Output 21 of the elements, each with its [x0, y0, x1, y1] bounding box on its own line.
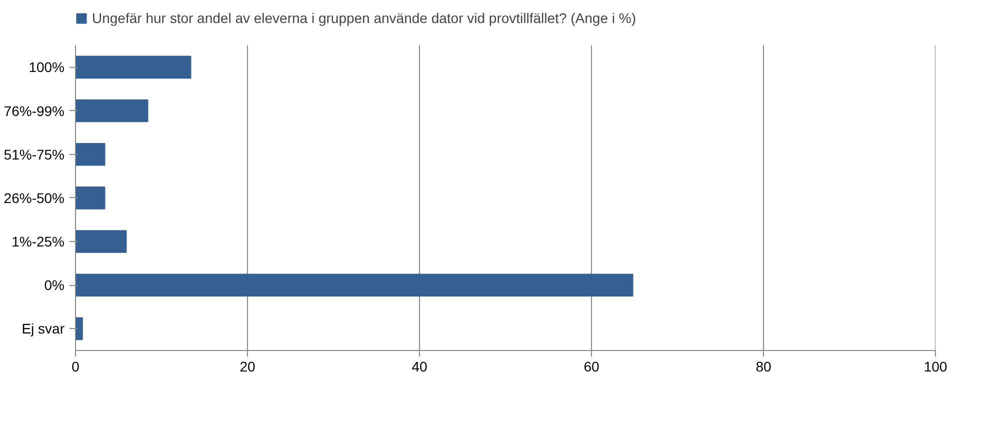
x-tick-label: 80 [756, 358, 772, 374]
bar [76, 56, 192, 79]
y-tick-label: 100% [28, 59, 65, 76]
bar [76, 99, 148, 122]
x-tick-label: 0 [72, 358, 80, 374]
y-tick-label: 26%-50% [4, 190, 64, 206]
x-tick-label: 60 [584, 358, 600, 374]
y-tick-label: 1%-25% [12, 234, 65, 250]
x-tick-label: 40 [412, 358, 428, 374]
x-tick-label: 20 [240, 358, 256, 374]
y-tick-label: 76%-99% [4, 102, 64, 119]
legend-label: Ungefär hur stor andel av eleverna i gruppen använde dator vid provtillfället? (Ange i %) [92, 10, 636, 26]
y-tick-label: Ej svar [22, 320, 65, 337]
x-tick-label: 100 [924, 358, 948, 374]
bar [76, 142, 106, 166]
bar [76, 274, 634, 297]
bar [76, 186, 106, 210]
bar [76, 230, 127, 253]
bar [76, 317, 83, 340]
y-tick-label: 51%-75% [4, 146, 64, 162]
y-tick-label: 0% [44, 277, 64, 294]
